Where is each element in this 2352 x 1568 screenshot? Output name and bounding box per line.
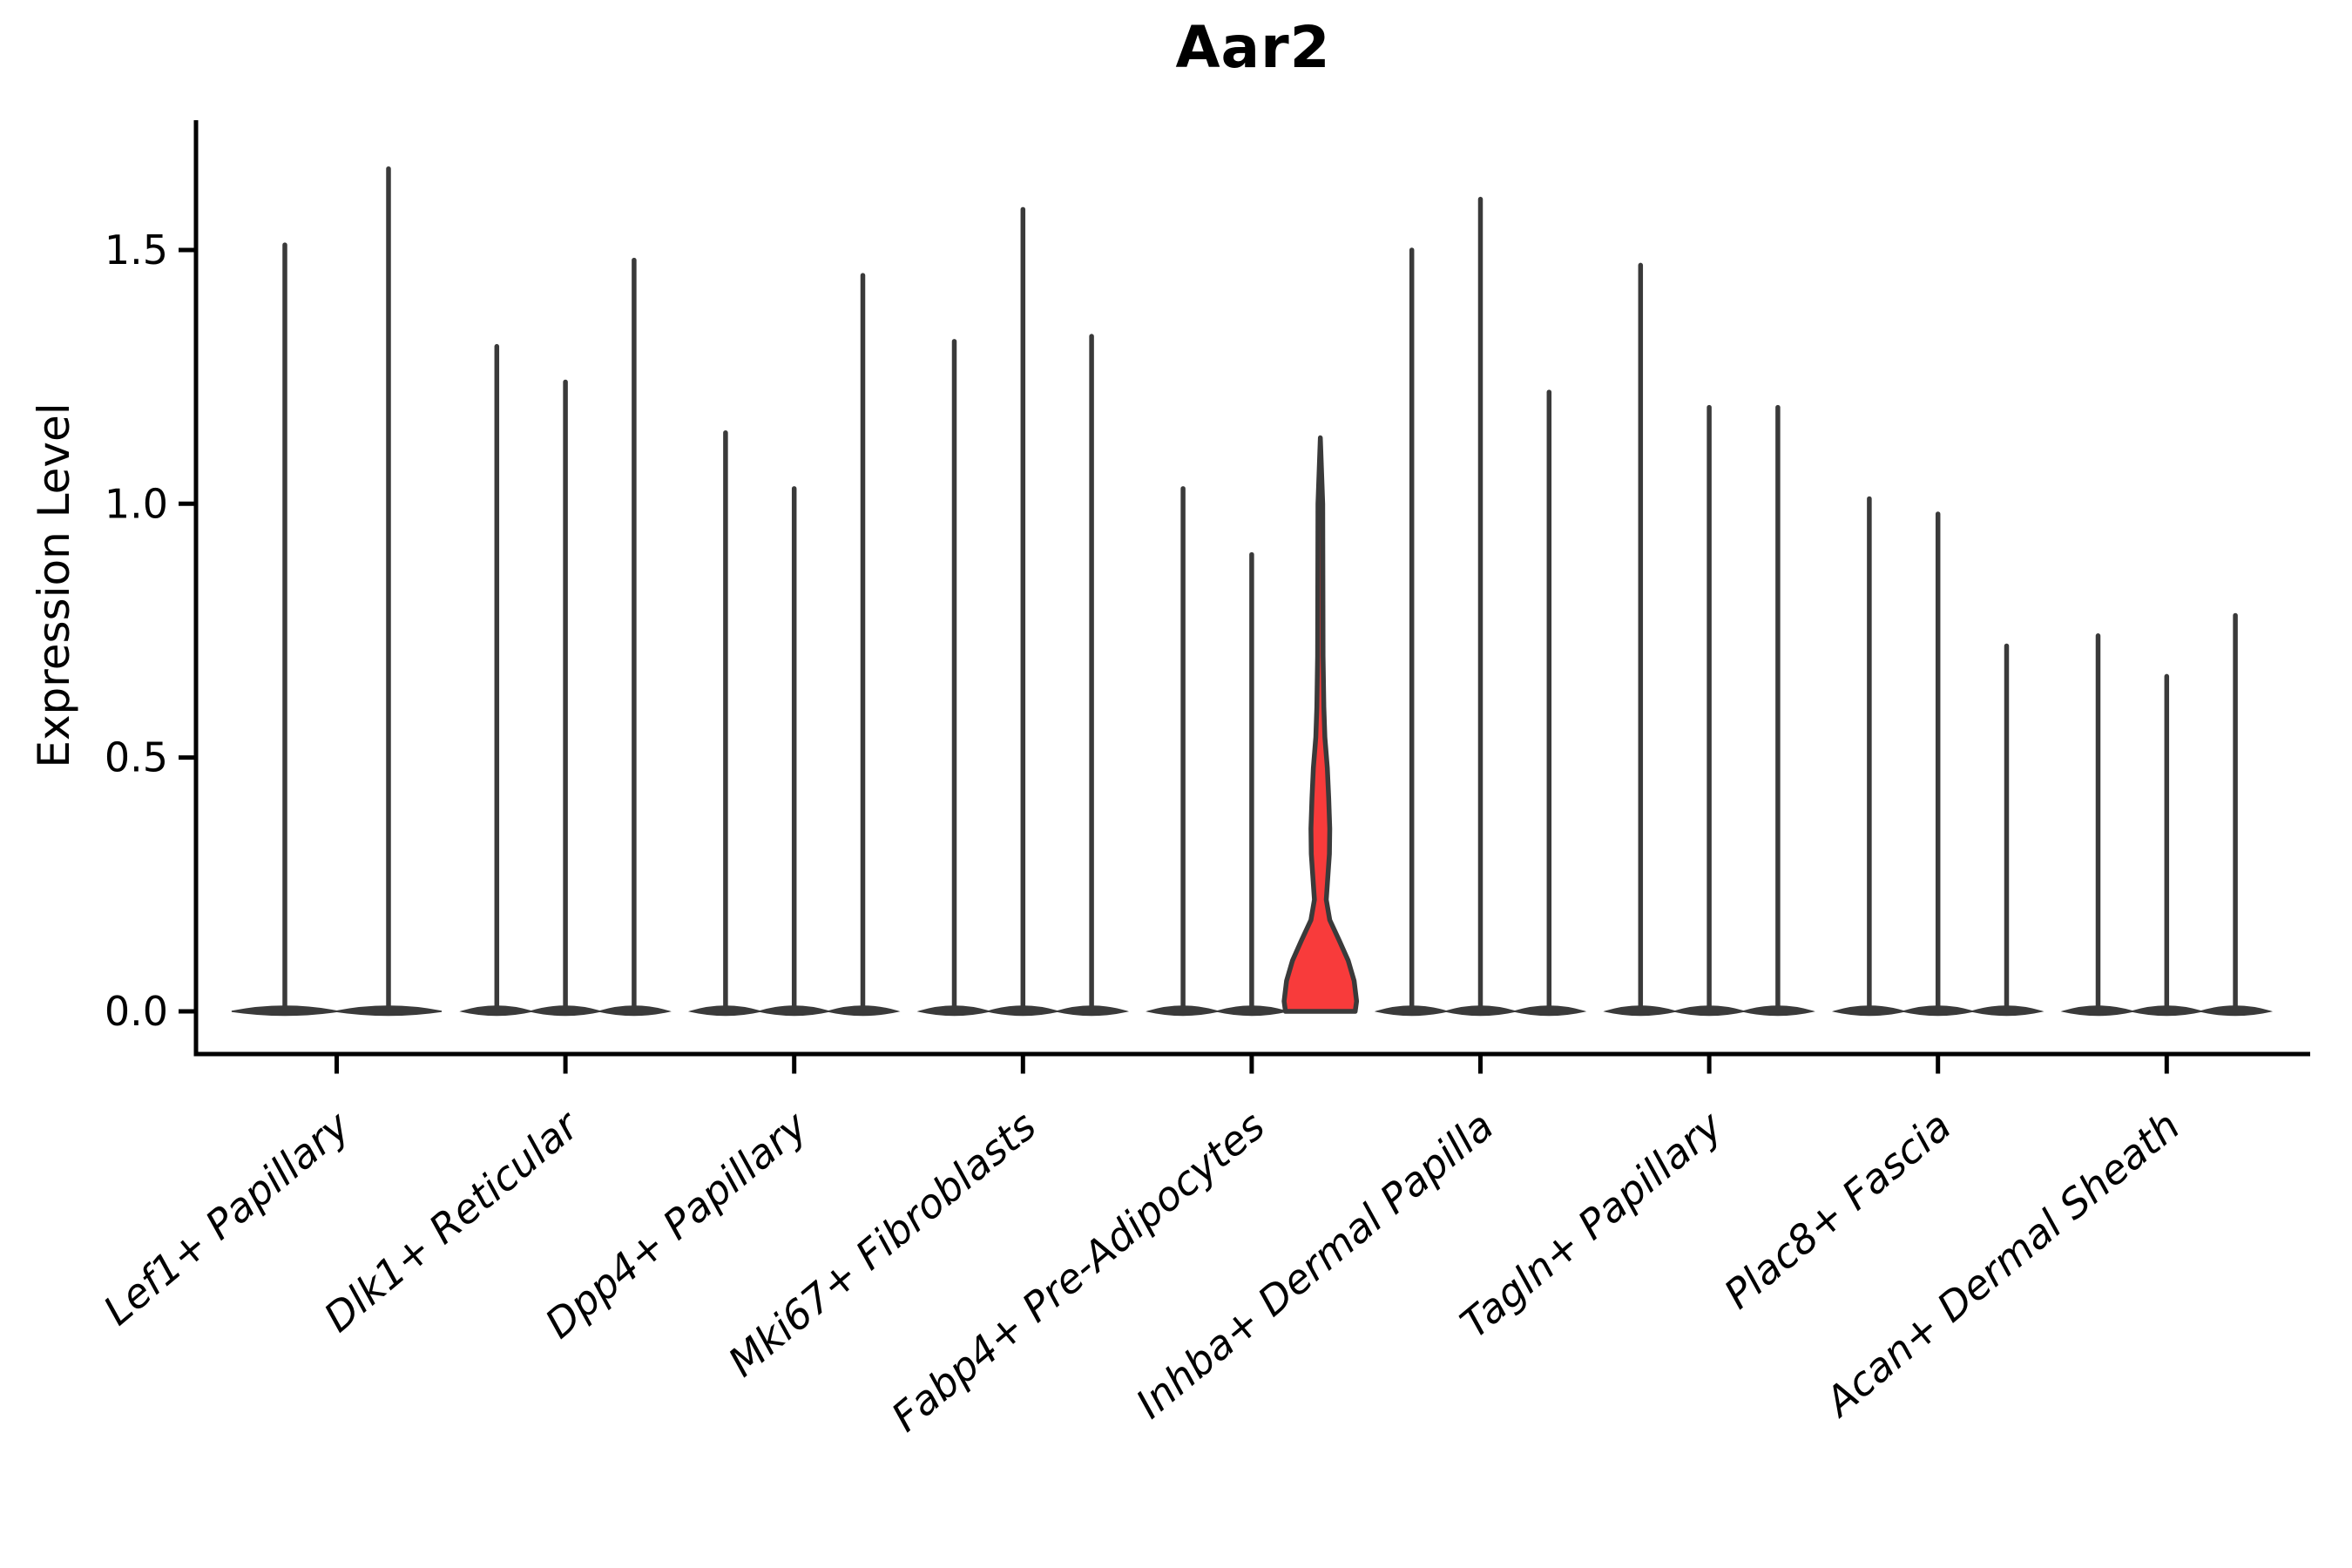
x-axis-label: Fabp4+ Pre-Adipocytes [882,1102,1274,1441]
x-axis-label: Lef1+ Papillary [94,1102,359,1335]
y-tick-label: 0.0 [105,988,168,1035]
x-axis-label: Plac8+ Fascia [1715,1102,1960,1318]
chart-title: Aar2 [1175,14,1331,81]
y-tick-label: 1.5 [105,226,168,274]
y-tick-label: 0.5 [105,734,168,781]
highlighted-violin [1281,435,1360,1014]
x-axis-label: Inhba+ Dermal Papilla [1127,1102,1503,1428]
y-tick-label: 1.0 [105,480,168,527]
